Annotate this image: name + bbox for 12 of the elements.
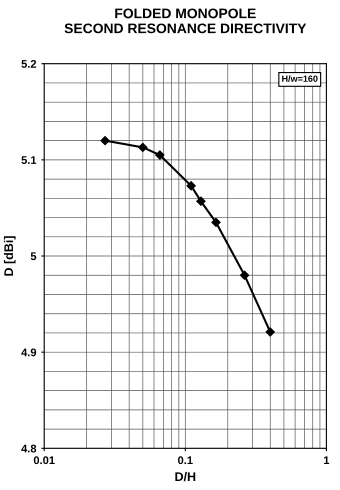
y-tick-label: 5 [30, 252, 36, 260]
y-tick-label: 4.9 [21, 348, 36, 356]
y-axis-title: D [dBi] [4, 236, 16, 276]
y-tick-label: 5.2 [21, 60, 36, 68]
annotation: H/w=160 [282, 75, 318, 82]
x-tick-label: 0.1 [178, 456, 193, 464]
y-tick-label: 5.1 [21, 156, 36, 164]
y-tick-label: 4.8 [21, 444, 36, 452]
x-axis-title: D/H [175, 472, 196, 482]
x-tick-label: 1 [324, 456, 330, 464]
chart-title: FOLDED MONOPOLE SECOND RESONANCE DIRECTIVITY [64, 8, 306, 34]
x-tick-label: 0.01 [34, 456, 55, 464]
